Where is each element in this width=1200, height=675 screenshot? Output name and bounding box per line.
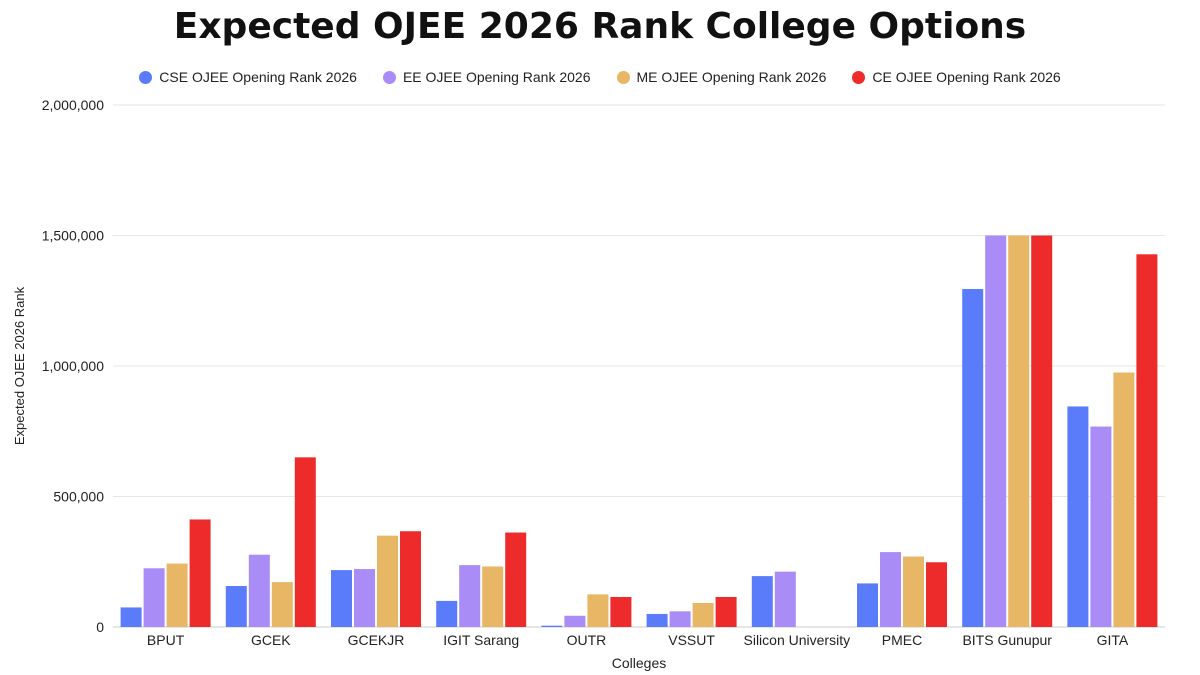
y-axis-title: Expected OJEE 2026 Rank xyxy=(12,286,27,445)
bar[interactable] xyxy=(166,563,188,627)
legend-swatch-ee xyxy=(382,70,396,84)
bar[interactable] xyxy=(331,570,352,627)
x-tick-label: GCEKJR xyxy=(348,632,405,648)
bar[interactable] xyxy=(564,615,586,627)
legend-swatch-ce xyxy=(852,70,866,84)
bar[interactable] xyxy=(436,600,458,627)
bar[interactable] xyxy=(692,602,714,627)
bars xyxy=(120,235,1158,628)
x-tick-label: BPUT xyxy=(147,632,185,648)
bar[interactable] xyxy=(294,457,316,627)
bar[interactable] xyxy=(1067,406,1089,627)
legend-item-me[interactable]: ME OJEE Opening Rank 2026 xyxy=(616,69,827,85)
chart-title: Expected OJEE 2026 Rank College Options xyxy=(173,6,1027,47)
y-tick-label: 2,000,000 xyxy=(42,97,104,113)
bar[interactable] xyxy=(143,568,165,627)
bar[interactable] xyxy=(354,569,375,627)
x-tick-label: VSSUT xyxy=(668,632,715,648)
legend-swatch-me xyxy=(616,70,630,84)
y-tick-label: 1,000,000 xyxy=(42,358,104,374)
bar[interactable] xyxy=(880,552,901,627)
bar[interactable] xyxy=(248,554,270,627)
x-axis-title: Colleges xyxy=(612,655,666,671)
bar[interactable] xyxy=(541,625,563,627)
bar[interactable] xyxy=(985,235,1007,628)
bar[interactable] xyxy=(669,611,691,627)
bar[interactable] xyxy=(587,594,609,627)
bar[interactable] xyxy=(646,613,668,627)
bar[interactable] xyxy=(459,565,481,627)
bar[interactable] xyxy=(189,519,211,627)
legend-swatch-cse xyxy=(139,70,153,84)
bar[interactable] xyxy=(1136,254,1158,628)
bar[interactable] xyxy=(1113,372,1135,627)
legend-label-ee: EE OJEE Opening Rank 2026 xyxy=(402,69,591,85)
bar[interactable] xyxy=(774,571,796,627)
bar[interactable] xyxy=(1090,426,1112,627)
legend-item-cse[interactable]: CSE OJEE Opening Rank 2026 xyxy=(139,69,357,85)
legend-label-ce: CE OJEE Opening Rank 2026 xyxy=(872,69,1061,85)
y-tick-label: 500,000 xyxy=(53,489,104,505)
y-tick-label: 0 xyxy=(96,619,104,635)
x-tick-label: IGIT Sarang xyxy=(443,632,519,648)
bar[interactable] xyxy=(505,532,527,627)
x-tick-label: BITS Gunupur xyxy=(962,632,1052,648)
bar[interactable] xyxy=(377,535,398,627)
bar[interactable] xyxy=(1031,235,1053,628)
x-tick-label: GITA xyxy=(1097,632,1129,648)
bar[interactable] xyxy=(962,289,984,627)
bar[interactable] xyxy=(120,607,142,627)
grid-lines xyxy=(113,104,1165,628)
bar[interactable] xyxy=(225,586,247,627)
x-tick-label: PMEC xyxy=(882,632,922,648)
bar[interactable] xyxy=(903,556,924,627)
legend-label-me: ME OJEE Opening Rank 2026 xyxy=(636,69,827,85)
bar[interactable] xyxy=(1008,235,1030,628)
bar[interactable] xyxy=(610,596,632,627)
legend: CSE OJEE Opening Rank 2026 EE OJEE Openi… xyxy=(0,69,1200,85)
bar[interactable] xyxy=(751,576,773,627)
legend-label-cse: CSE OJEE Opening Rank 2026 xyxy=(159,69,357,85)
x-tick-label: GCEK xyxy=(251,632,291,648)
bar[interactable] xyxy=(271,582,293,627)
bar[interactable] xyxy=(715,596,737,627)
axis-labels: 0 500,000 1,000,000 1,500,000 2,000,000 BPUT G… xyxy=(42,97,1129,648)
legend-item-ce[interactable]: CE OJEE Opening Rank 2026 xyxy=(852,69,1061,85)
legend-item-ee[interactable]: EE OJEE Opening Rank 2026 xyxy=(382,69,591,85)
bar[interactable] xyxy=(926,562,947,627)
x-tick-label: Silicon University xyxy=(744,632,851,648)
y-tick-label: 1,500,000 xyxy=(42,228,104,244)
x-tick-label: OUTR xyxy=(567,632,607,648)
bar[interactable] xyxy=(400,531,421,627)
bar[interactable] xyxy=(857,583,878,627)
bar[interactable] xyxy=(482,566,504,627)
